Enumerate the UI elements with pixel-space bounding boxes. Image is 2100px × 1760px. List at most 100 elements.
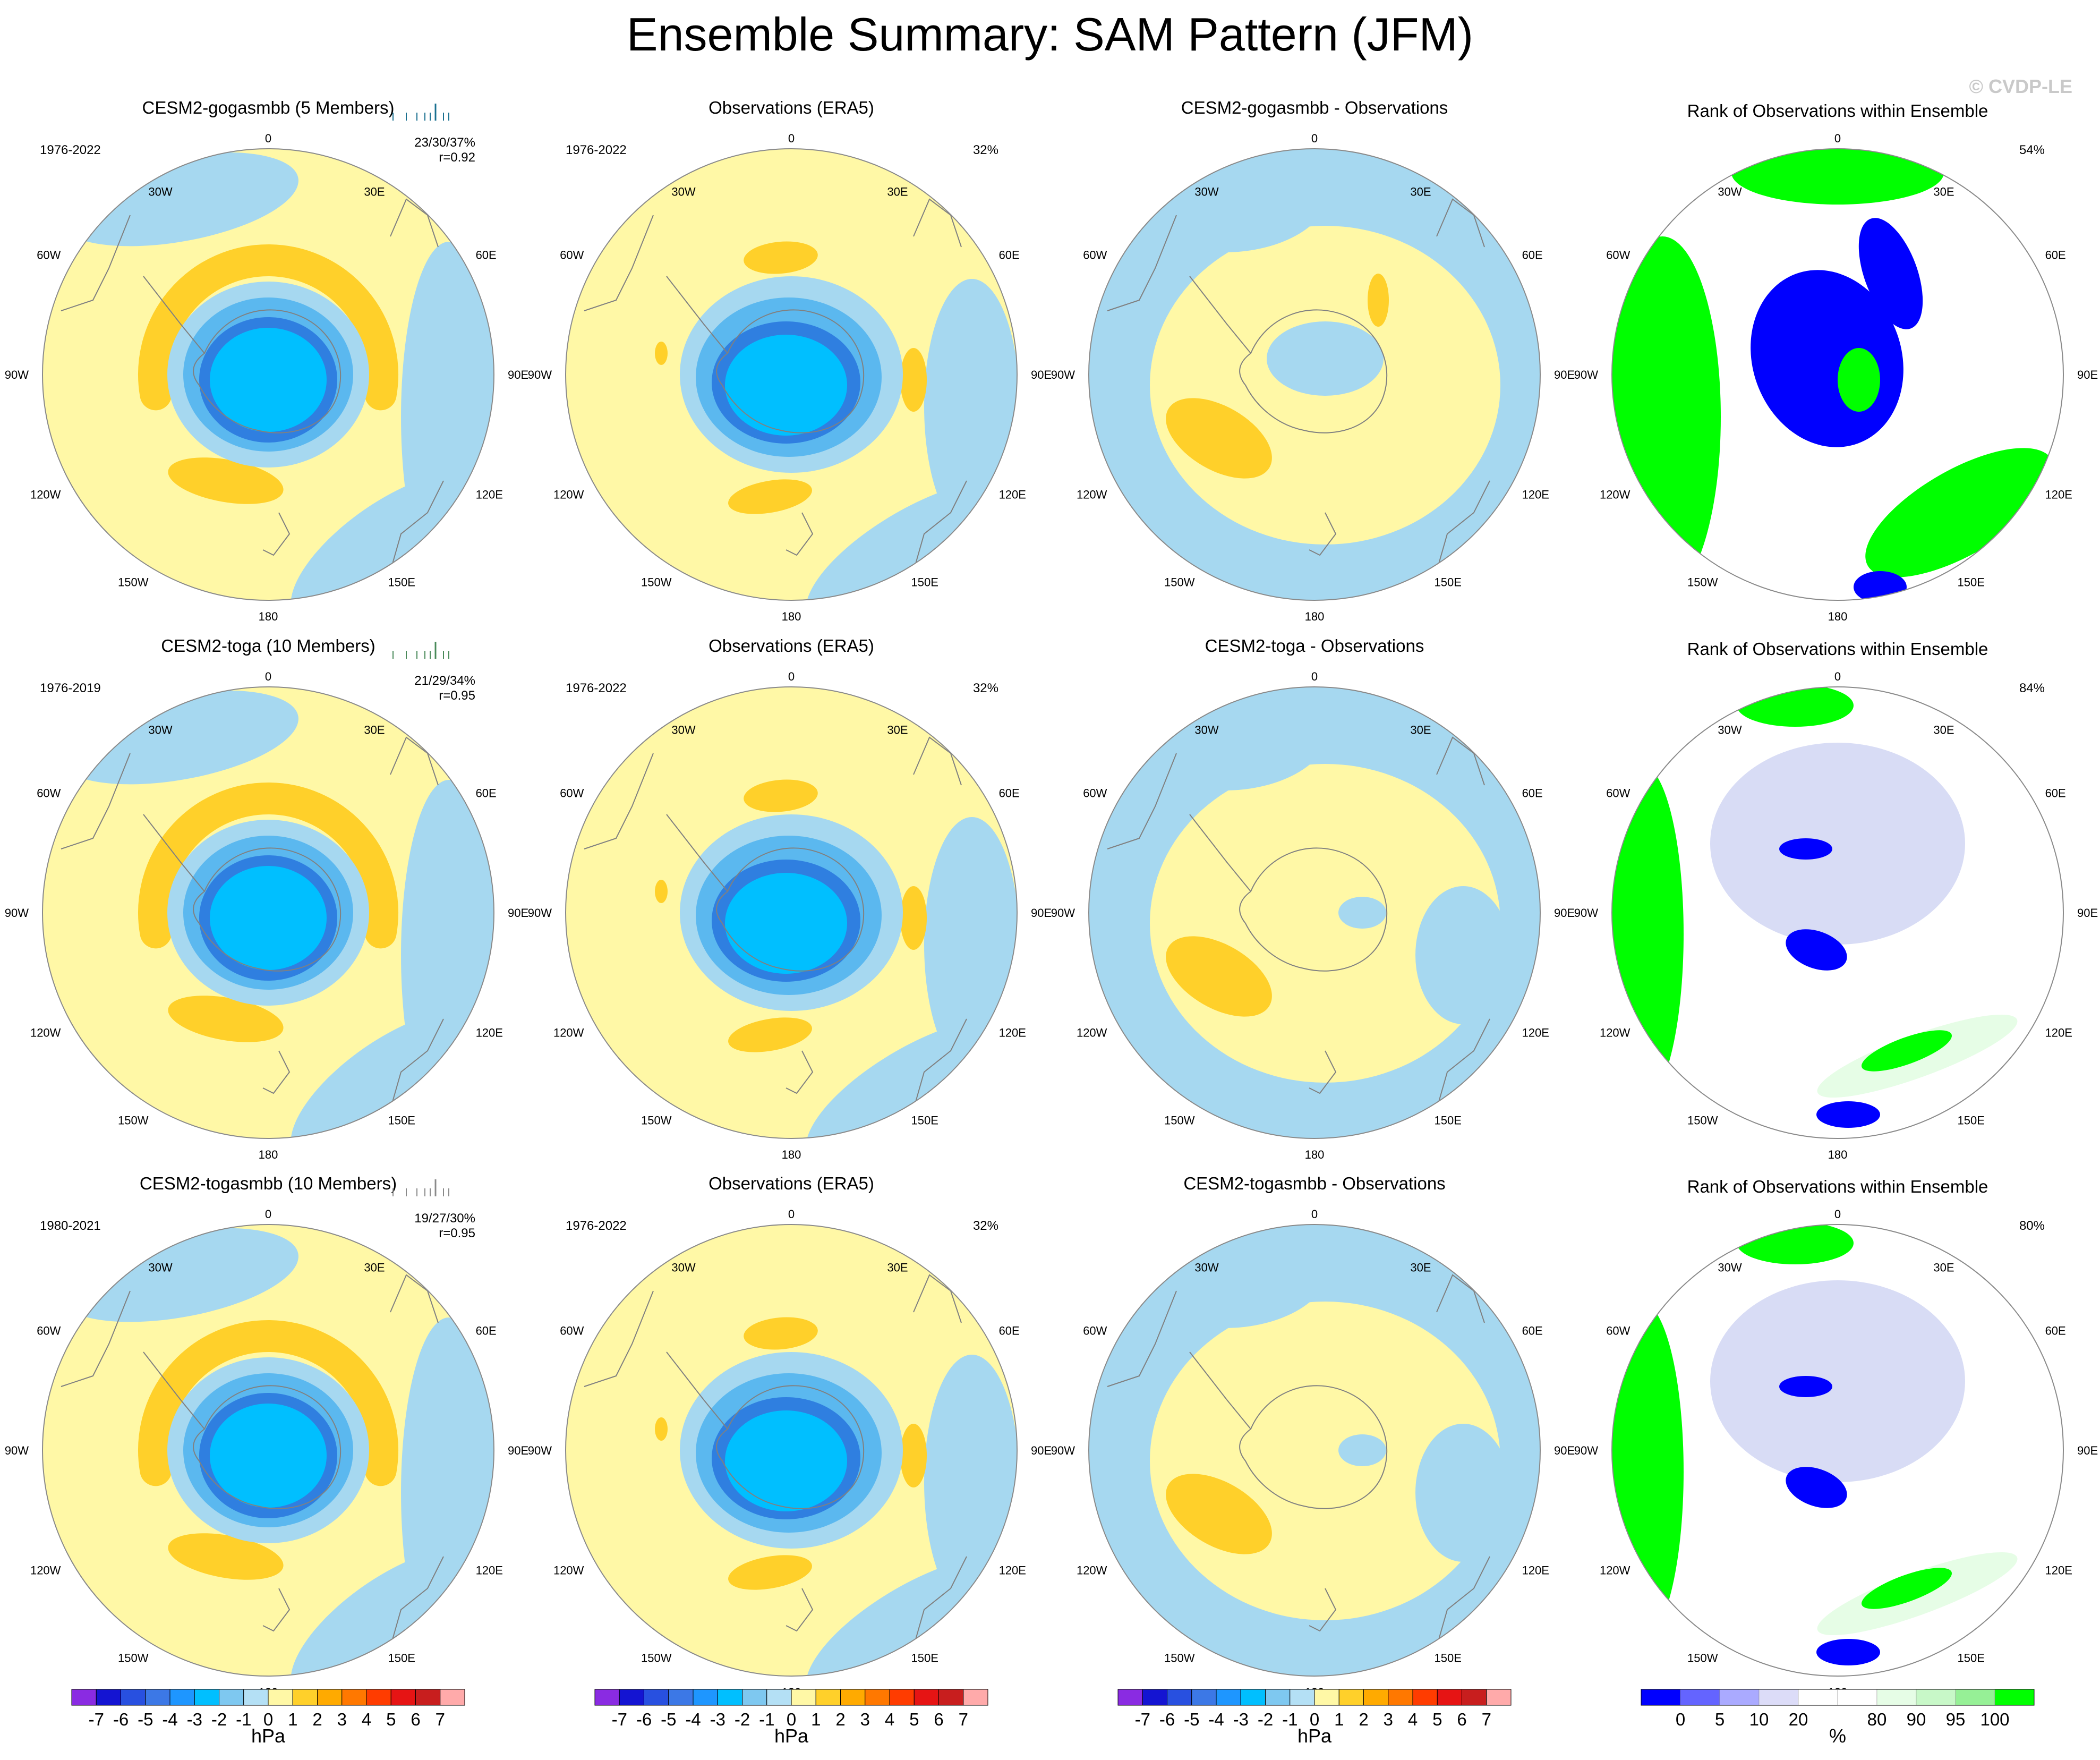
colorbar-swatch (169, 1689, 195, 1706)
lon-label: 0 (265, 132, 271, 145)
lon-label: 30W (1718, 185, 1742, 198)
map-panel: 030E60E90E120E150E180150W120W90W60W30WRa… (1574, 101, 2098, 623)
positive-pressure-region (744, 779, 818, 812)
lon-label: 90W (1051, 906, 1075, 920)
map-border (42, 1224, 494, 1677)
africa-coastline (913, 736, 962, 786)
lon-label: 120W (1600, 1026, 1631, 1040)
obs-panel-title: Observations (ERA5) (708, 1174, 874, 1193)
lon-label: 90E (508, 368, 528, 381)
lon-label: 60E (476, 1324, 497, 1338)
model-panel-title: CESM2-gogasmbb (5 Members) (142, 98, 395, 117)
map-border (42, 148, 494, 601)
new-zealand-coastline (262, 512, 291, 556)
positive-pressure-region (900, 348, 927, 412)
lon-label: 90W (1051, 368, 1075, 381)
lon-label: 150W (641, 1652, 672, 1665)
colorbar-tick-label: 4 (1408, 1710, 1418, 1729)
colorbar-hpa: -7 -6 -5 -4 -3 -2 -1 0 1 2 3 4 5 6 7 hPa (594, 1689, 988, 1747)
lon-label: 180 (782, 610, 801, 623)
positive-pressure-ring (138, 783, 398, 949)
colorbar-tick-label: 5 (1432, 1710, 1442, 1729)
lon-label: 120W (1077, 1026, 1107, 1040)
colorbar-tick-label: 2 (312, 1710, 322, 1729)
colorbar-tick-label: 3 (337, 1710, 347, 1729)
africa-coastline (390, 1274, 439, 1323)
australia-coastline (390, 480, 444, 572)
colorbar-swatch (366, 1689, 391, 1706)
lon-label: 90W (5, 906, 29, 920)
colorbar-swatch (121, 1689, 146, 1706)
colorbar-swatch (1837, 1689, 1877, 1706)
positive-pressure-region (168, 996, 284, 1042)
colorbar-swatch (889, 1689, 915, 1706)
colorbar-tick-label: 3 (1384, 1710, 1393, 1729)
lon-label: 150E (1435, 576, 1462, 589)
lon-label: 120W (553, 1564, 584, 1577)
lon-label: 150W (1687, 1652, 1718, 1665)
lon-label: 90E (1554, 1444, 1575, 1457)
lon-label: 150E (1958, 1114, 1985, 1127)
africa-coastline (913, 1274, 962, 1323)
positive-difference-region (1368, 274, 1389, 327)
colorbar-hpa: -7 -6 -5 -4 -3 -2 -1 0 1 2 3 4 5 6 7 hPa (71, 1689, 465, 1747)
map-panel: 030E60E90E120E150E180150W120W90W60W30WRa… (1574, 639, 2098, 1161)
south-america-coastline (584, 1290, 654, 1387)
map-panel: 030E60E90E120E150E180150W120W90W60W30WOb… (528, 1174, 1052, 1699)
positive-pressure-region (900, 886, 927, 950)
diff-panel-title: CESM2-gogasmbb - Observations (1181, 98, 1448, 117)
colorbar-unit: hPa (774, 1725, 809, 1747)
australia-coastline (390, 1556, 444, 1647)
lon-label: 150E (911, 1652, 938, 1665)
obs-variance-pct: 32% (973, 681, 998, 695)
colorbar-swatch (594, 1689, 620, 1706)
lon-label: 120E (1522, 1564, 1549, 1577)
diff-panel-title: CESM2-togasmbb - Observations (1183, 1174, 1445, 1193)
lon-label: 90W (1574, 368, 1598, 381)
lon-label: 60E (2045, 787, 2066, 800)
colorbar-tick-label: -7 (89, 1710, 104, 1729)
colorbar-swatch (1142, 1689, 1167, 1706)
new-zealand-coastline (786, 1050, 814, 1094)
peninsula-coastline (1189, 276, 1251, 354)
colorbar-tick-label: -4 (162, 1710, 177, 1729)
lon-label: 180 (1305, 610, 1325, 623)
colorbar-swatch (840, 1689, 866, 1706)
colorbar-tick-label: 1 (811, 1710, 821, 1729)
map-panel: 030E60E90E120E150E180150W120W90W60W30WRa… (1574, 1177, 2098, 1699)
australia-coastline (913, 1556, 967, 1647)
lon-label: 90E (1031, 906, 1052, 920)
south-america-coastline (61, 215, 131, 311)
peninsula-coastline (143, 1351, 205, 1430)
positive-difference-region (1166, 1474, 1272, 1554)
map-fill (42, 687, 494, 1138)
africa-coastline (1436, 198, 1485, 248)
lon-label: 150E (1958, 1652, 1985, 1665)
lon-label: 150E (1435, 1114, 1462, 1127)
diff-panel-title: CESM2-toga - Observations (1205, 636, 1424, 656)
colorbar-swatch (766, 1689, 792, 1706)
member-stats: 21/29/34% (414, 674, 475, 688)
colorbar-tick-label: -6 (1159, 1710, 1175, 1729)
map-fill (1089, 149, 1540, 600)
lon-label: 0 (1311, 132, 1318, 145)
high-rank-region (1838, 348, 1880, 412)
low-rank-region (1816, 1639, 1880, 1665)
colorbar-swatch (1916, 1689, 1956, 1706)
australia-coastline (913, 480, 967, 572)
colorbar-tick-label: -3 (1233, 1710, 1249, 1729)
lon-label: 90W (528, 906, 552, 920)
lon-label: 0 (788, 670, 795, 683)
africa-coastline (1436, 1274, 1485, 1323)
positive-pressure-region (655, 1417, 668, 1441)
member-stats: 19/27/30% (414, 1211, 475, 1226)
positive-pressure-region (744, 1317, 818, 1350)
low-rank-region (1816, 1101, 1880, 1128)
map-panel: 0 30E 60E 90E 120E 150E 180 150W 120W 90W 60W 30W CE… (1051, 98, 1575, 623)
lon-label: 120E (2045, 1026, 2072, 1040)
lon-label: 30W (148, 1261, 172, 1274)
rank-pct: 80% (2019, 1219, 2045, 1233)
lon-label: 30W (1194, 185, 1218, 198)
figure-title: Ensemble Summary: SAM Pattern (JFM) (627, 8, 1473, 61)
colorbar-unit: hPa (251, 1725, 286, 1747)
